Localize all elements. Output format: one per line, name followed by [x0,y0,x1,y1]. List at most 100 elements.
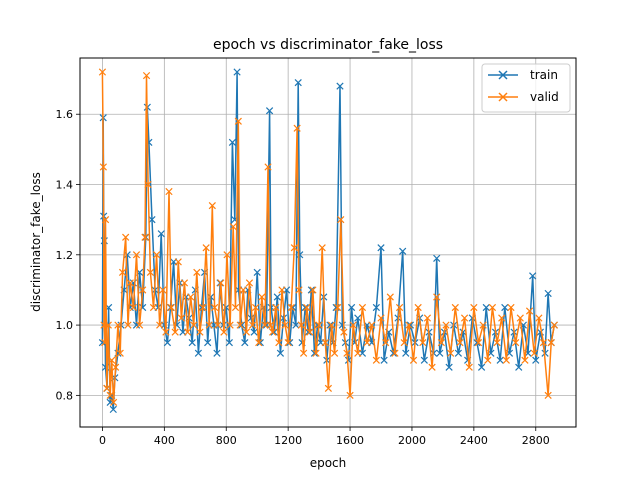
valid-point [217,279,225,287]
valid-point [202,244,210,252]
valid-point [239,286,247,294]
valid-point [242,328,250,336]
valid-point [245,279,254,287]
valid-point [231,303,240,312]
valid-point [493,339,501,347]
train-point [336,82,344,90]
valid-point [474,339,483,347]
x-axis-label: epoch [310,456,347,470]
valid-point [297,321,305,329]
valid-point [358,303,367,312]
train-point [433,254,441,262]
train-point [420,356,428,364]
valid-point [479,321,487,329]
valid-point [295,286,303,294]
train-point [544,289,552,298]
valid-point [116,349,124,357]
train-point [296,251,304,259]
legend-train-label: train [530,68,558,82]
valid-point [521,356,529,364]
valid-point [229,223,237,231]
y-tick-label: 1.2 [56,249,74,262]
valid-point [205,321,213,329]
train-point [347,303,356,312]
valid-point [118,268,127,276]
valid-point [248,321,257,329]
valid-point [419,339,427,347]
valid-point [400,339,408,347]
valid-point [547,339,555,347]
valid-point [409,356,418,364]
valid-point [104,321,112,329]
valid-point [135,321,144,329]
train-point [482,303,490,312]
valid-point [141,233,149,241]
valid-point [460,314,469,322]
valid-point [354,349,362,357]
x-tick-label: 1600 [336,434,364,447]
valid-point [144,180,152,189]
valid-point [171,328,179,336]
valid-point [101,339,109,347]
y-tick-label: 1.0 [56,319,74,332]
valid-point [433,293,441,301]
train-point [250,328,258,336]
legend-train-marker [498,70,508,80]
train-point [354,314,362,322]
valid-point [309,286,317,294]
train-point [515,363,523,371]
valid-point [312,349,320,357]
valid-point [156,321,164,329]
valid-point [337,216,345,224]
train-point [163,339,172,347]
valid-point [196,328,204,336]
valid-point [183,328,192,336]
valid-point [386,293,394,301]
valid-point [187,293,195,301]
valid-point [470,303,478,312]
train-point [233,68,241,76]
valid-point [264,163,272,171]
valid-point [535,314,543,322]
valid-point [162,328,170,336]
valid-point [98,68,107,76]
train-point [532,356,540,364]
valid-point [516,314,524,322]
train-point [380,356,388,364]
train-point [194,349,203,357]
valid-point [428,363,436,371]
valid-point [414,303,422,312]
train-point [132,321,141,329]
valid-point [255,339,263,347]
valid-point [124,321,132,329]
valid-point [101,216,110,224]
valid-point [159,286,167,294]
valid-point [211,303,219,312]
train-point [279,314,288,322]
valid-point [193,268,201,276]
valid-point [180,279,189,287]
valid-point [165,187,173,196]
y-axis-label: discriminator_fake_loss [29,172,43,312]
train-point [228,138,237,146]
valid-point [318,244,326,252]
data-series [98,68,558,414]
valid-point [190,321,198,329]
valid-point [146,268,155,276]
valid-point [152,251,161,259]
train-point [225,339,233,347]
y-tick-label: 1.4 [56,179,74,192]
valid-point [423,314,432,322]
valid-point [103,384,111,392]
valid-point [507,303,515,312]
valid-point [349,321,357,329]
valid-point [303,303,311,312]
valid-point [287,303,295,312]
valid-point [484,356,492,364]
valid-point [300,349,308,357]
y-tick-label: 1.6 [56,108,74,121]
valid-point [327,321,336,329]
valid-point [363,339,371,347]
train-point [157,230,165,238]
